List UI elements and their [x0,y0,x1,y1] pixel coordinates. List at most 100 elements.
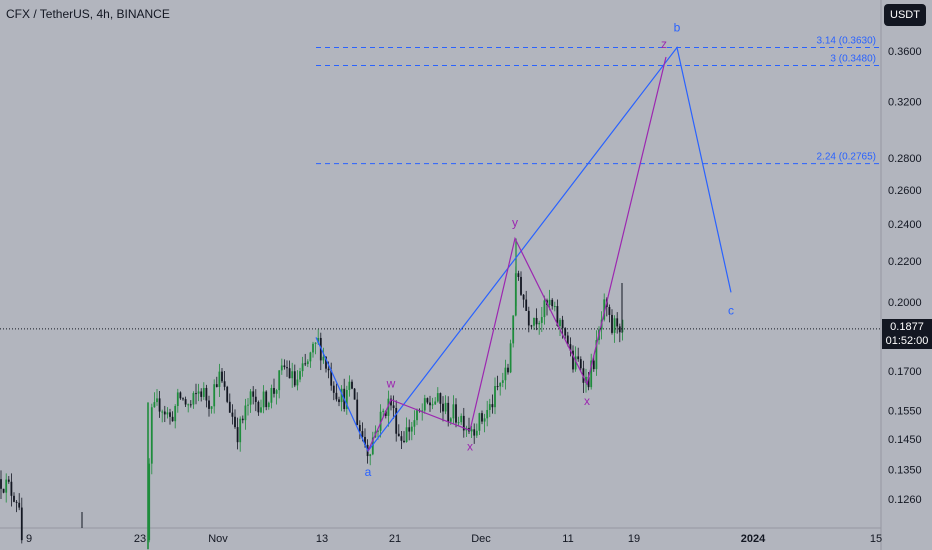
currency-button[interactable]: USDT [884,4,926,26]
candle-body [0,479,2,489]
candle-body [239,418,242,443]
candle-body [491,404,494,408]
price-tick-label: 0.2600 [888,185,922,197]
candle-body [397,433,400,437]
candle-body [400,436,403,441]
candle-body [379,411,382,431]
candle-body [158,398,161,412]
candle-body [270,388,273,403]
candle-body [163,411,166,415]
candle-body [288,368,291,379]
candle-body [312,343,314,353]
candle-body [533,317,535,326]
time-tick-label: 2024 [741,533,766,545]
candle-body [486,409,489,419]
candle-body [410,426,413,432]
candle-body [283,365,286,368]
candle-body [13,495,15,502]
candle-body [223,381,226,387]
candle-body [210,406,213,409]
candle-body [572,350,574,370]
candle-body [179,392,182,399]
level-label: 2.24 (0.2765) [817,152,877,163]
candle-body [579,359,582,369]
candle-body [457,422,460,424]
candle-body [442,403,444,412]
candle-body [325,356,327,369]
candle-body [254,396,257,402]
wave-path [315,46,732,453]
candle-body [244,405,247,421]
candle-body [447,402,450,422]
last-price-value: 0.1877 [890,321,924,333]
candle-body [577,356,580,360]
candle-body [20,507,23,541]
bar-countdown: 01:52:00 [885,335,929,347]
candle-body [559,319,561,327]
candle-body [174,405,177,422]
candle-body [421,410,424,412]
candle-body [408,427,411,432]
price-tick-label: 0.2000 [888,297,922,309]
candle-body [431,404,434,406]
price-tick-label: 0.3200 [888,96,922,108]
time-tick-label: 13 [316,533,328,545]
candle-body [444,402,447,412]
candle-body [423,398,426,411]
candle-body [267,402,270,408]
time-tick-label: 19 [628,533,640,545]
candle-body [189,404,192,406]
candle-body [166,412,169,415]
time-axis[interactable]: 9 23 Nov 13 21 Dec 11 19 2024 15 [26,533,882,545]
candle-body [561,319,564,329]
time-tick-label: 11 [562,533,573,545]
candle-body [231,412,234,417]
candle-body [548,299,551,305]
candle-body [348,381,351,390]
time-tick-label: 21 [389,533,401,545]
candle-body [522,294,525,300]
wave-path [367,56,667,452]
price-axis[interactable]: 0.3600 0.3200 0.2800 0.2600 0.2400 0.2200 0.20… [888,46,922,506]
candle-body [218,371,221,387]
candle-body [247,404,249,406]
candle-body [488,404,491,410]
candle-body [517,273,520,277]
candle-body [309,352,312,362]
candle-body [387,398,390,416]
candle-body [413,420,416,427]
candle-body [520,276,522,295]
candle-body [171,416,174,422]
candle-body [150,407,153,464]
candle-body [392,405,395,408]
candle-body [241,418,244,421]
candle-body [462,415,465,431]
candle-body [356,399,359,426]
candle-body [301,363,304,372]
price-tick-label: 0.1350 [888,465,922,477]
price-tick-label: 0.1260 [888,494,922,506]
level-label: 3 (0.3480) [830,53,876,64]
candle-body [278,370,281,391]
price-tick-label: 0.1700 [888,366,922,378]
candle-body [236,427,239,443]
candle-body [286,367,288,369]
candle-body [187,404,190,406]
candle-body [15,501,18,503]
candle-body [260,407,262,413]
candle-body [384,410,387,416]
candle-body [338,399,340,403]
candle-body [265,391,268,408]
candle-body [221,371,223,382]
candle-body [249,391,252,405]
candle-body [195,393,197,395]
candle-body [449,418,452,422]
candle-body [2,488,5,493]
candle-body [330,370,333,386]
candle-body [340,388,343,403]
candle-body [213,384,216,407]
candle-body [192,393,195,405]
time-tick-label: Dec [471,533,491,545]
